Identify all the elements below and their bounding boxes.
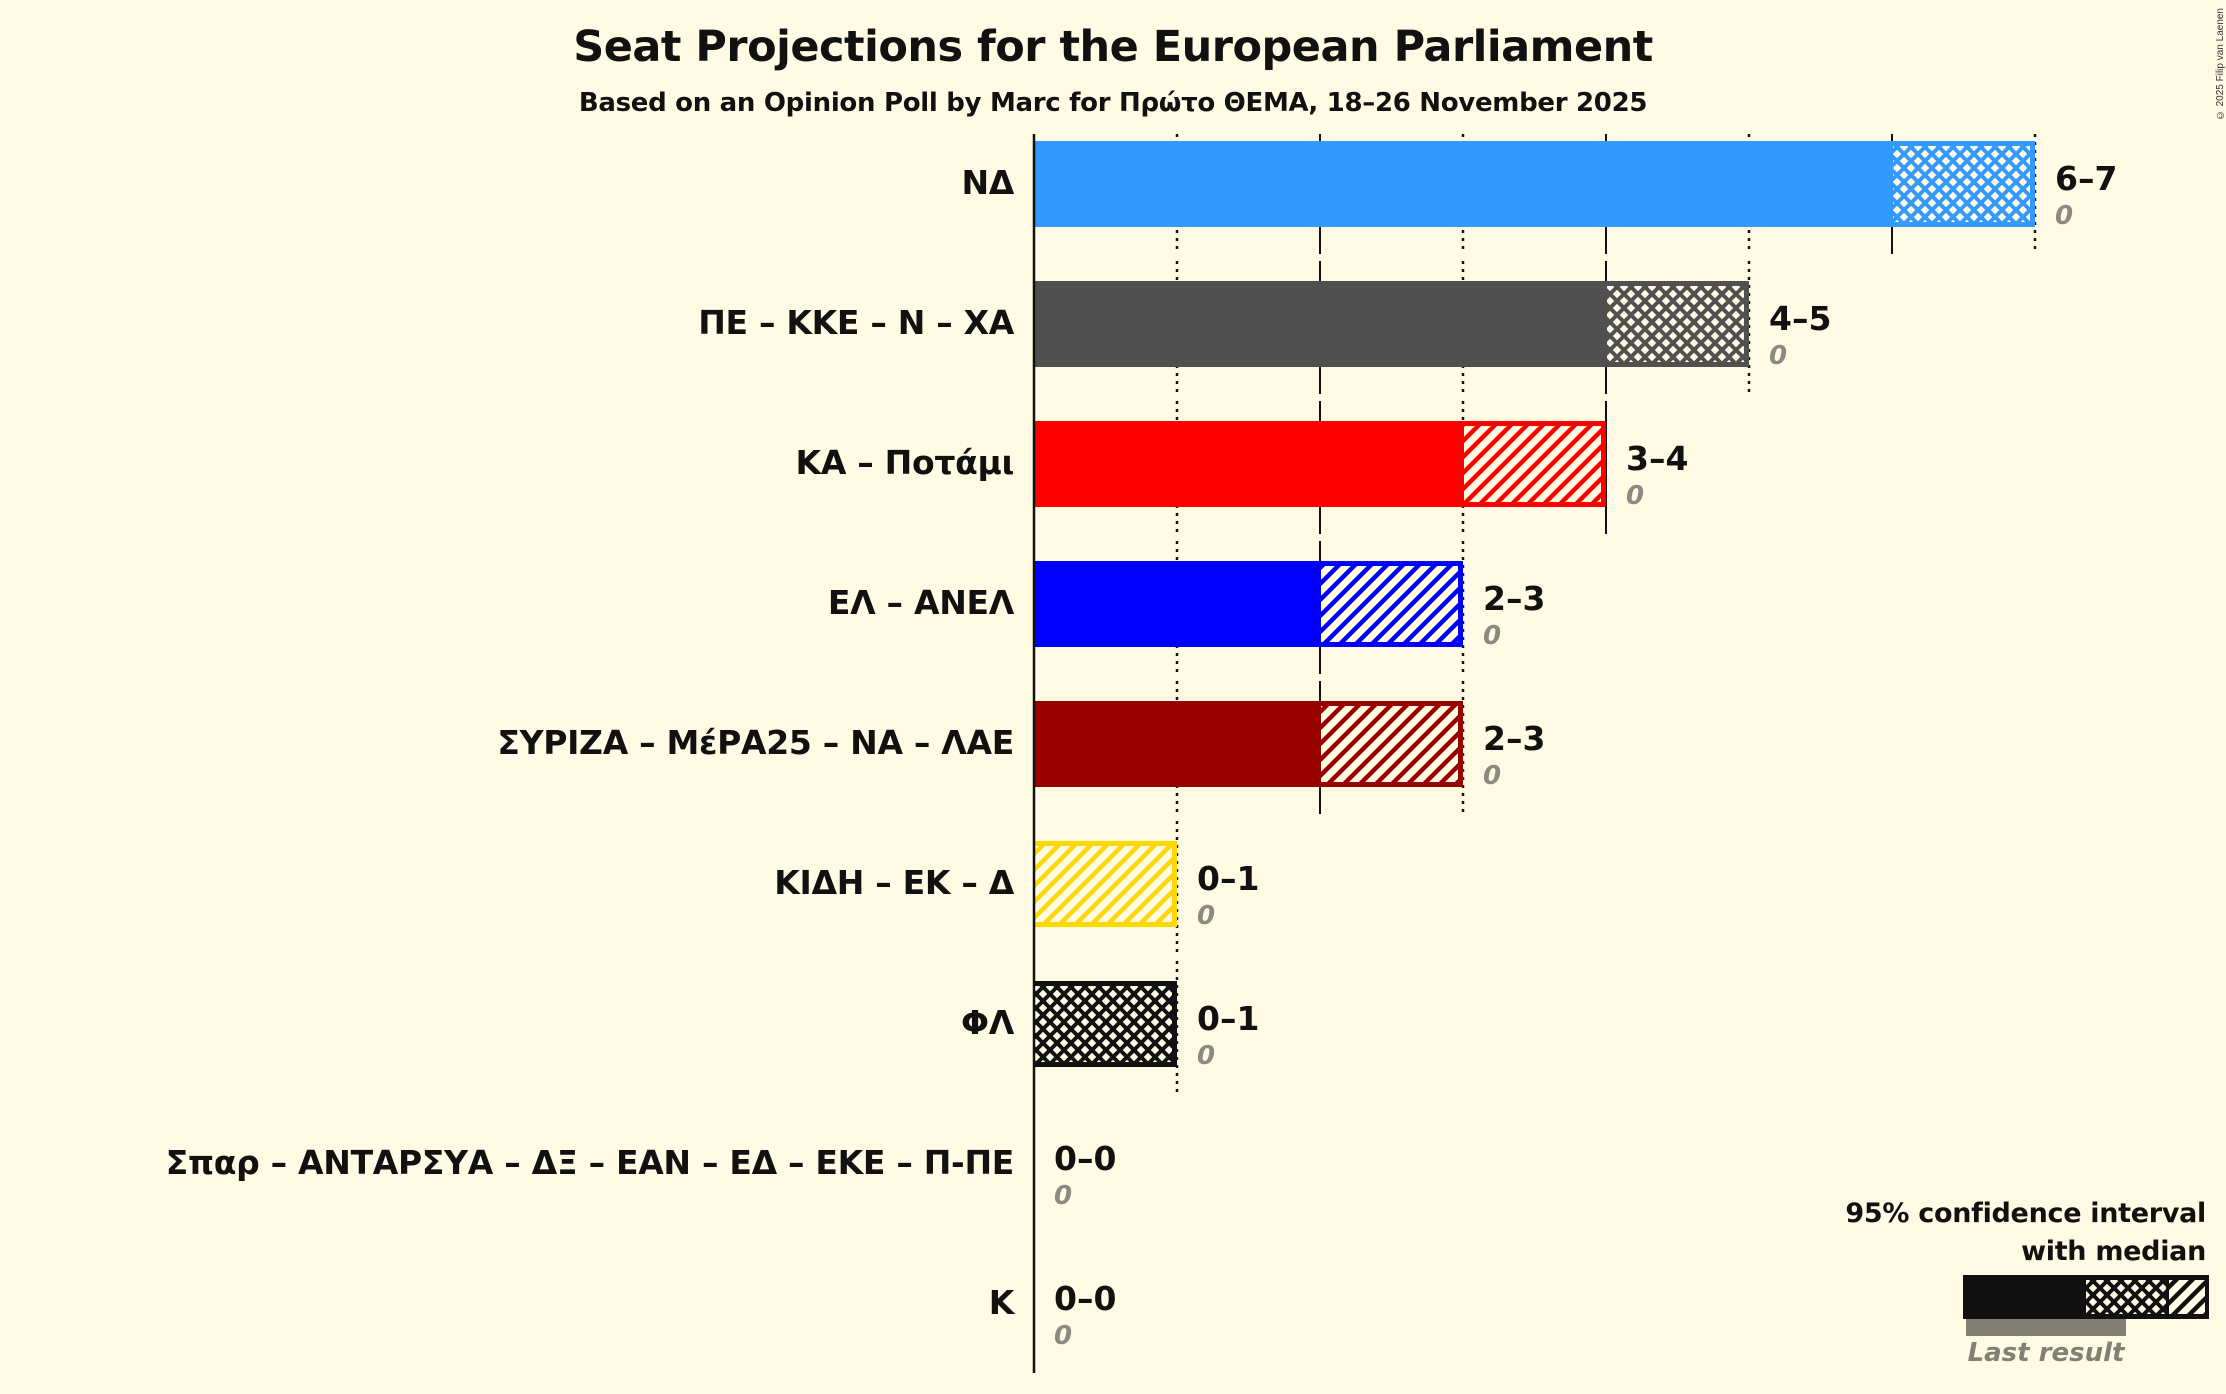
party-label: ΚΑ – Ποτάμι <box>795 443 1015 482</box>
bars <box>1034 141 2035 1067</box>
party-label: ΦΛ <box>961 1003 1014 1042</box>
chart-subtitle: Based on an Opinion Poll by Marc for Πρώ… <box>578 88 1648 118</box>
bar-median-to-ci-upper <box>1464 426 1601 502</box>
legend-title: 95% confidence interval with median <box>1845 1195 2206 1271</box>
last-result-label: 0 <box>1483 621 1502 651</box>
bar-row <box>1034 981 1177 1067</box>
party-label: ΕΛ – ΑΝΕΛ <box>827 583 1014 622</box>
seat-range-label: 0–0 <box>1054 1139 1117 1178</box>
bar-ci-lower-to-median <box>1035 986 1172 1062</box>
seat-range-label: 3–4 <box>1626 439 1689 478</box>
last-result-label: 0 <box>1054 1321 1073 1351</box>
bar-row <box>1034 421 1606 507</box>
legend-line-2: with median <box>2021 1236 2206 1267</box>
legend-line-1: 95% confidence interval <box>1845 1198 2206 1229</box>
seat-range-label: 0–1 <box>1197 859 1260 898</box>
legend-last-result-bar <box>1966 1317 2126 1336</box>
bar-row <box>1034 281 1749 367</box>
seat-range-label: 0–0 <box>1054 1279 1117 1318</box>
legend-swatch <box>1963 1275 2209 1336</box>
party-label: Κ <box>988 1283 1015 1322</box>
legend-last-result-label: Last result <box>1967 1338 2125 1368</box>
last-result-label: 0 <box>1054 1181 1073 1211</box>
bar-ci-lower-to-median <box>1893 146 2030 222</box>
bar-median-to-ci-upper <box>1321 566 1458 642</box>
last-result-label: 0 <box>1483 761 1502 791</box>
last-result-label: 0 <box>1769 341 1788 371</box>
party-label: ΝΔ <box>961 163 1014 202</box>
bar-median-to-ci-upper <box>1321 706 1458 782</box>
party-label: ΠΕ – ΚΚΕ – Ν – ΧΑ <box>698 303 1014 342</box>
bar-ci <box>1034 141 2035 227</box>
bar-row <box>1034 141 2035 227</box>
bar-row <box>1034 841 1177 927</box>
last-result-label: 0 <box>2055 201 2074 231</box>
legend-crosshatch <box>2086 1280 2166 1314</box>
party-label: ΣΥΡΙΖΑ – ΜέΡΑ25 – ΝΑ – ΛΑΕ <box>497 723 1014 762</box>
legend-diagonal <box>2169 1280 2205 1314</box>
party-label: Σπαρ – ΑΝΤΑΡΣΥΑ – ΔΞ – ΕΑΝ – ΕΔ – ΕΚΕ – … <box>165 1143 1015 1182</box>
chart-title: Seat Projections for the European Parlia… <box>573 22 1653 72</box>
seat-range-label: 2–3 <box>1483 579 1546 618</box>
seat-range-label: 0–1 <box>1197 999 1260 1038</box>
bar-row <box>1034 561 1463 647</box>
last-result-label: 0 <box>1197 1041 1216 1071</box>
party-label: ΚΙΔΗ – ΕΚ – Δ <box>774 863 1014 902</box>
seat-range-label: 4–5 <box>1769 299 1832 338</box>
seat-range-label: 6–7 <box>2055 159 2118 198</box>
last-result-label: 0 <box>1626 481 1645 511</box>
bar-ci-lower-to-median <box>1607 286 1744 362</box>
last-result-label: 0 <box>1197 901 1216 931</box>
bar-median-to-ci-upper <box>1035 846 1172 922</box>
seat-range-label: 2–3 <box>1483 719 1546 758</box>
bar-row <box>1034 701 1463 787</box>
